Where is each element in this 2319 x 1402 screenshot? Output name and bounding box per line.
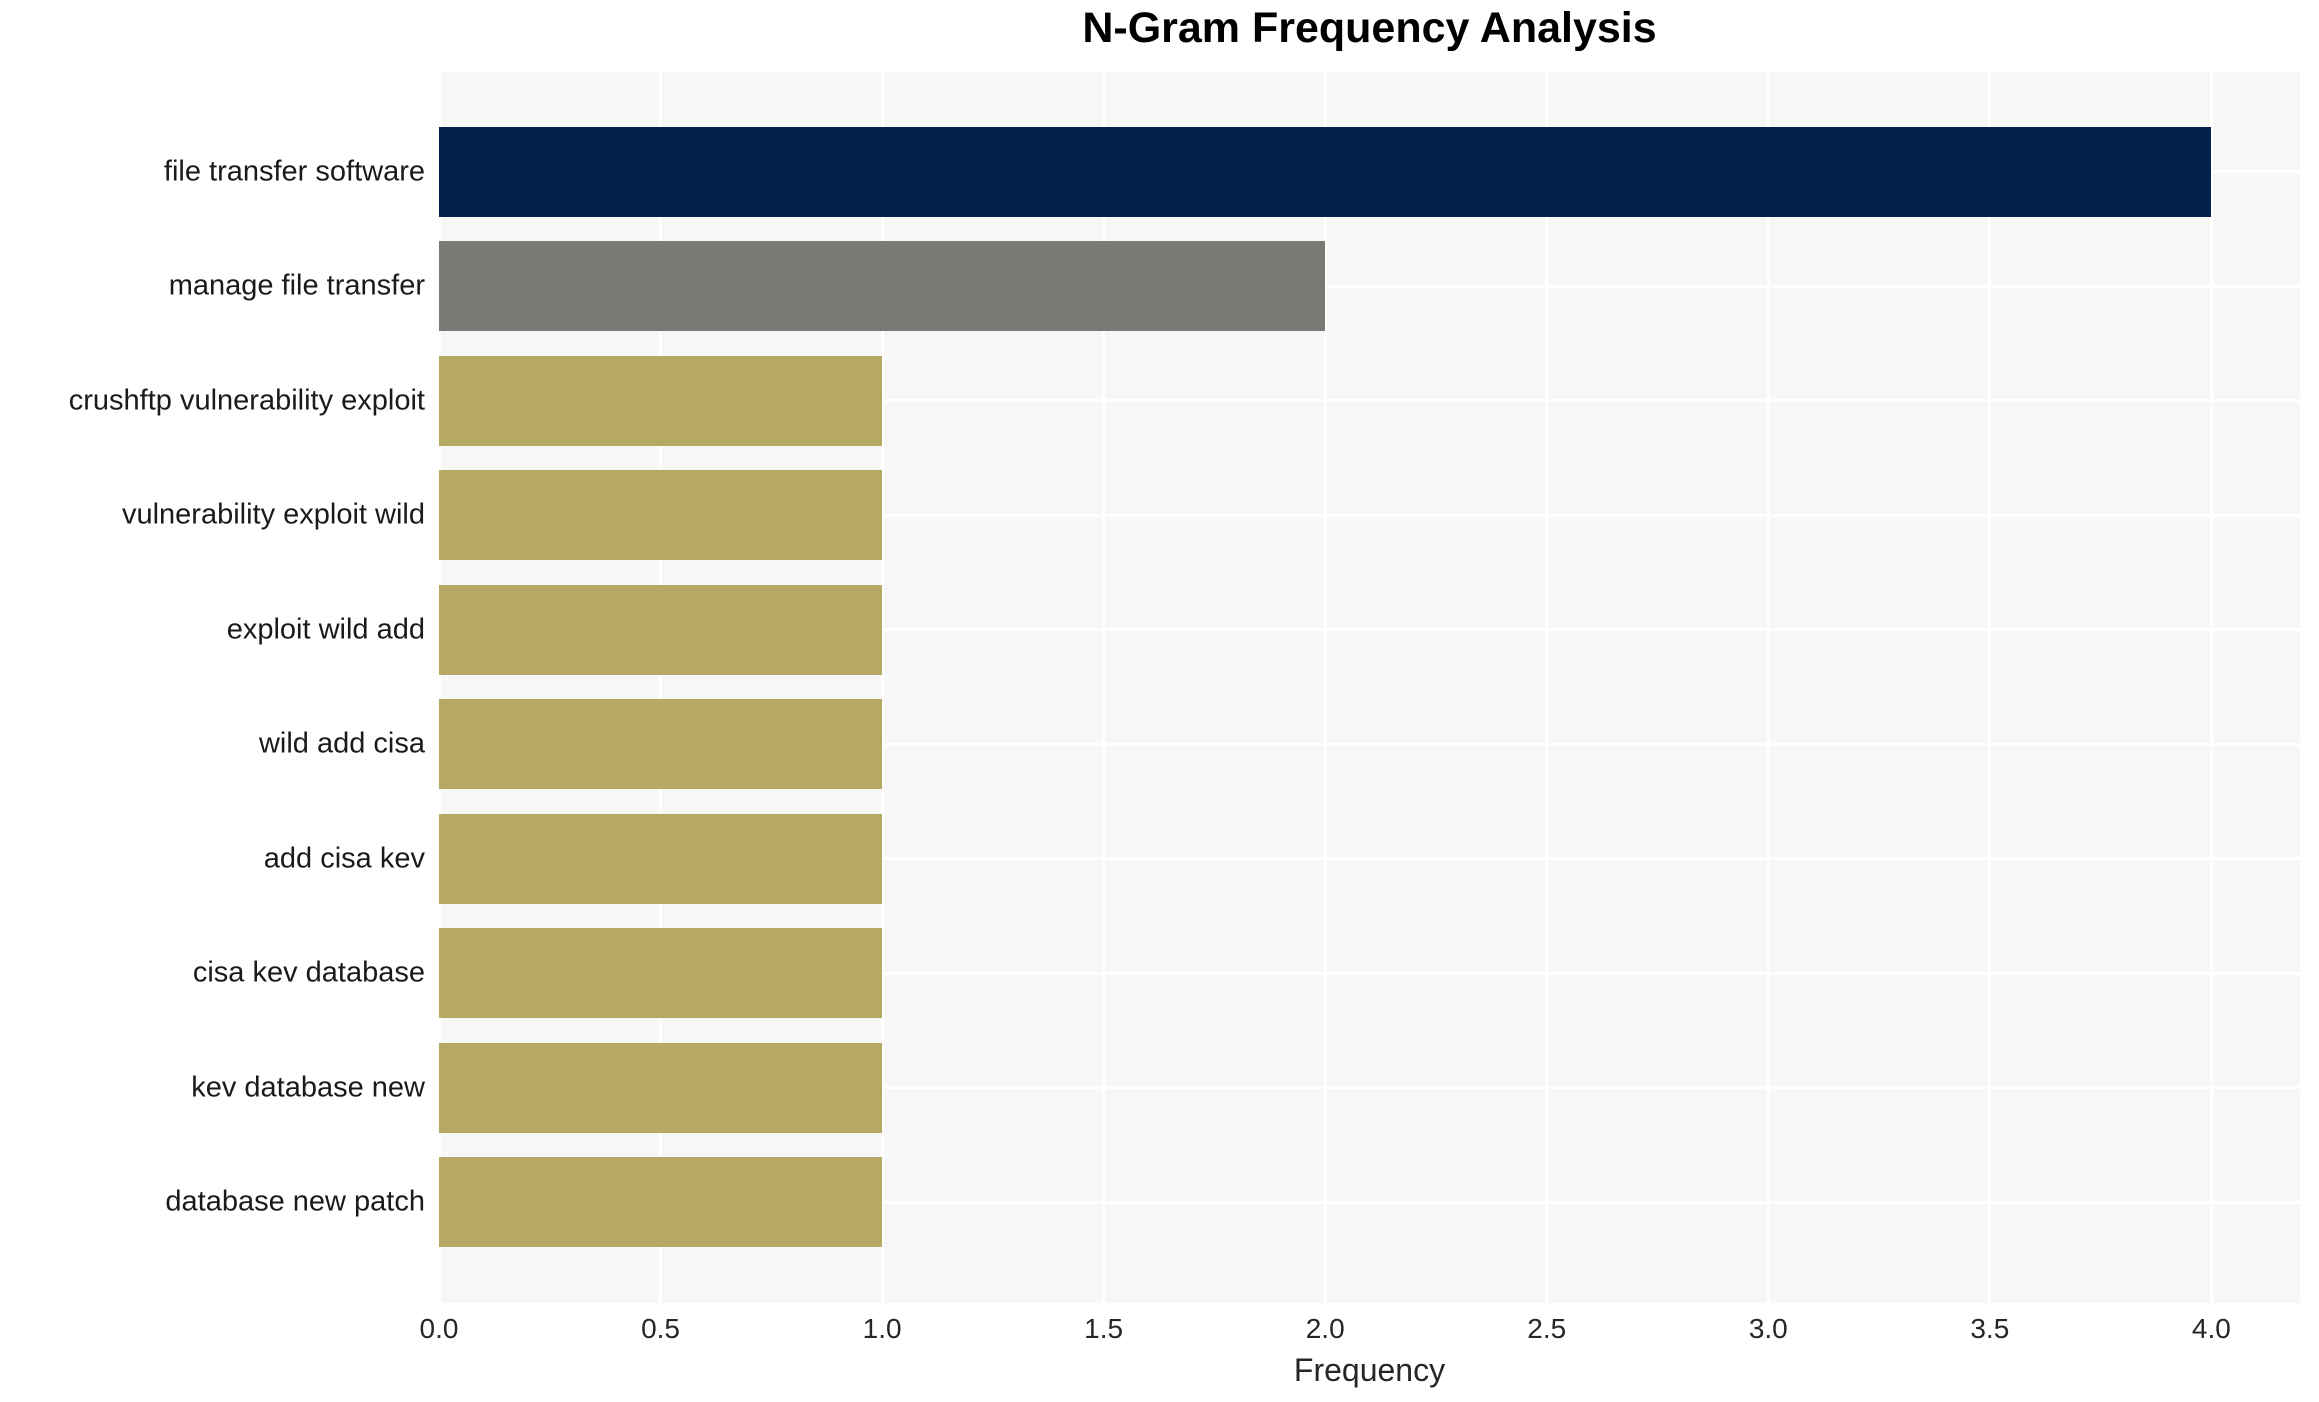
chart-title: N-Gram Frequency Analysis [1082,4,1657,52]
category-label: database new patch [165,1185,425,1218]
h-gridline [439,857,2300,861]
x-axis-title: Frequency [1293,1352,1446,1388]
bar [439,355,883,446]
x-tick-label: 3.0 [1748,1313,1788,1344]
bar [439,470,883,561]
v-gridline [1323,72,1327,1303]
plot-area [439,72,2300,1303]
bar [439,928,883,1019]
x-tick-label: 2.5 [1527,1313,1567,1344]
v-gridline [2209,72,2213,1303]
h-gridline [439,628,2300,632]
bar [439,813,883,904]
x-tick-label: 0.5 [641,1313,681,1344]
category-label: manage file transfer [168,269,425,302]
bar [439,1157,883,1248]
x-tick-label: 2.0 [1305,1313,1345,1344]
v-gridline [1545,72,1549,1303]
category-label: cisa kev database [192,956,425,989]
h-gridline [439,513,2300,517]
category-label: wild add cisa [258,727,425,760]
h-gridline [439,1200,2300,1204]
bar [439,126,2212,217]
category-label: exploit wild add [226,613,425,646]
v-gridline [439,72,441,1303]
v-gridline [659,72,663,1303]
v-gridline [1766,72,1770,1303]
category-label: file transfer software [163,155,425,187]
bar [439,1042,883,1133]
v-gridline [1988,72,1992,1303]
h-gridline [439,971,2300,975]
bar [439,699,883,790]
v-gridline [880,72,884,1303]
v-gridline [1102,72,1106,1303]
bar [439,584,883,675]
x-tick-label: 3.5 [1970,1313,2010,1344]
category-label: add cisa kev [263,842,425,875]
h-gridline [439,1086,2300,1090]
bar [439,241,1326,332]
h-gridline [439,399,2300,403]
category-label: kev database new [191,1071,425,1104]
x-tick-label: 1.0 [862,1313,902,1344]
category-label: crushftp vulnerability exploit [68,384,425,417]
x-tick-label: 0.0 [419,1313,459,1344]
category-label: vulnerability exploit wild [121,498,425,531]
x-tick-label: 4.0 [2191,1313,2231,1344]
h-gridline [439,284,2300,288]
h-gridline [439,742,2300,746]
x-tick-label: 1.5 [1084,1313,1124,1344]
